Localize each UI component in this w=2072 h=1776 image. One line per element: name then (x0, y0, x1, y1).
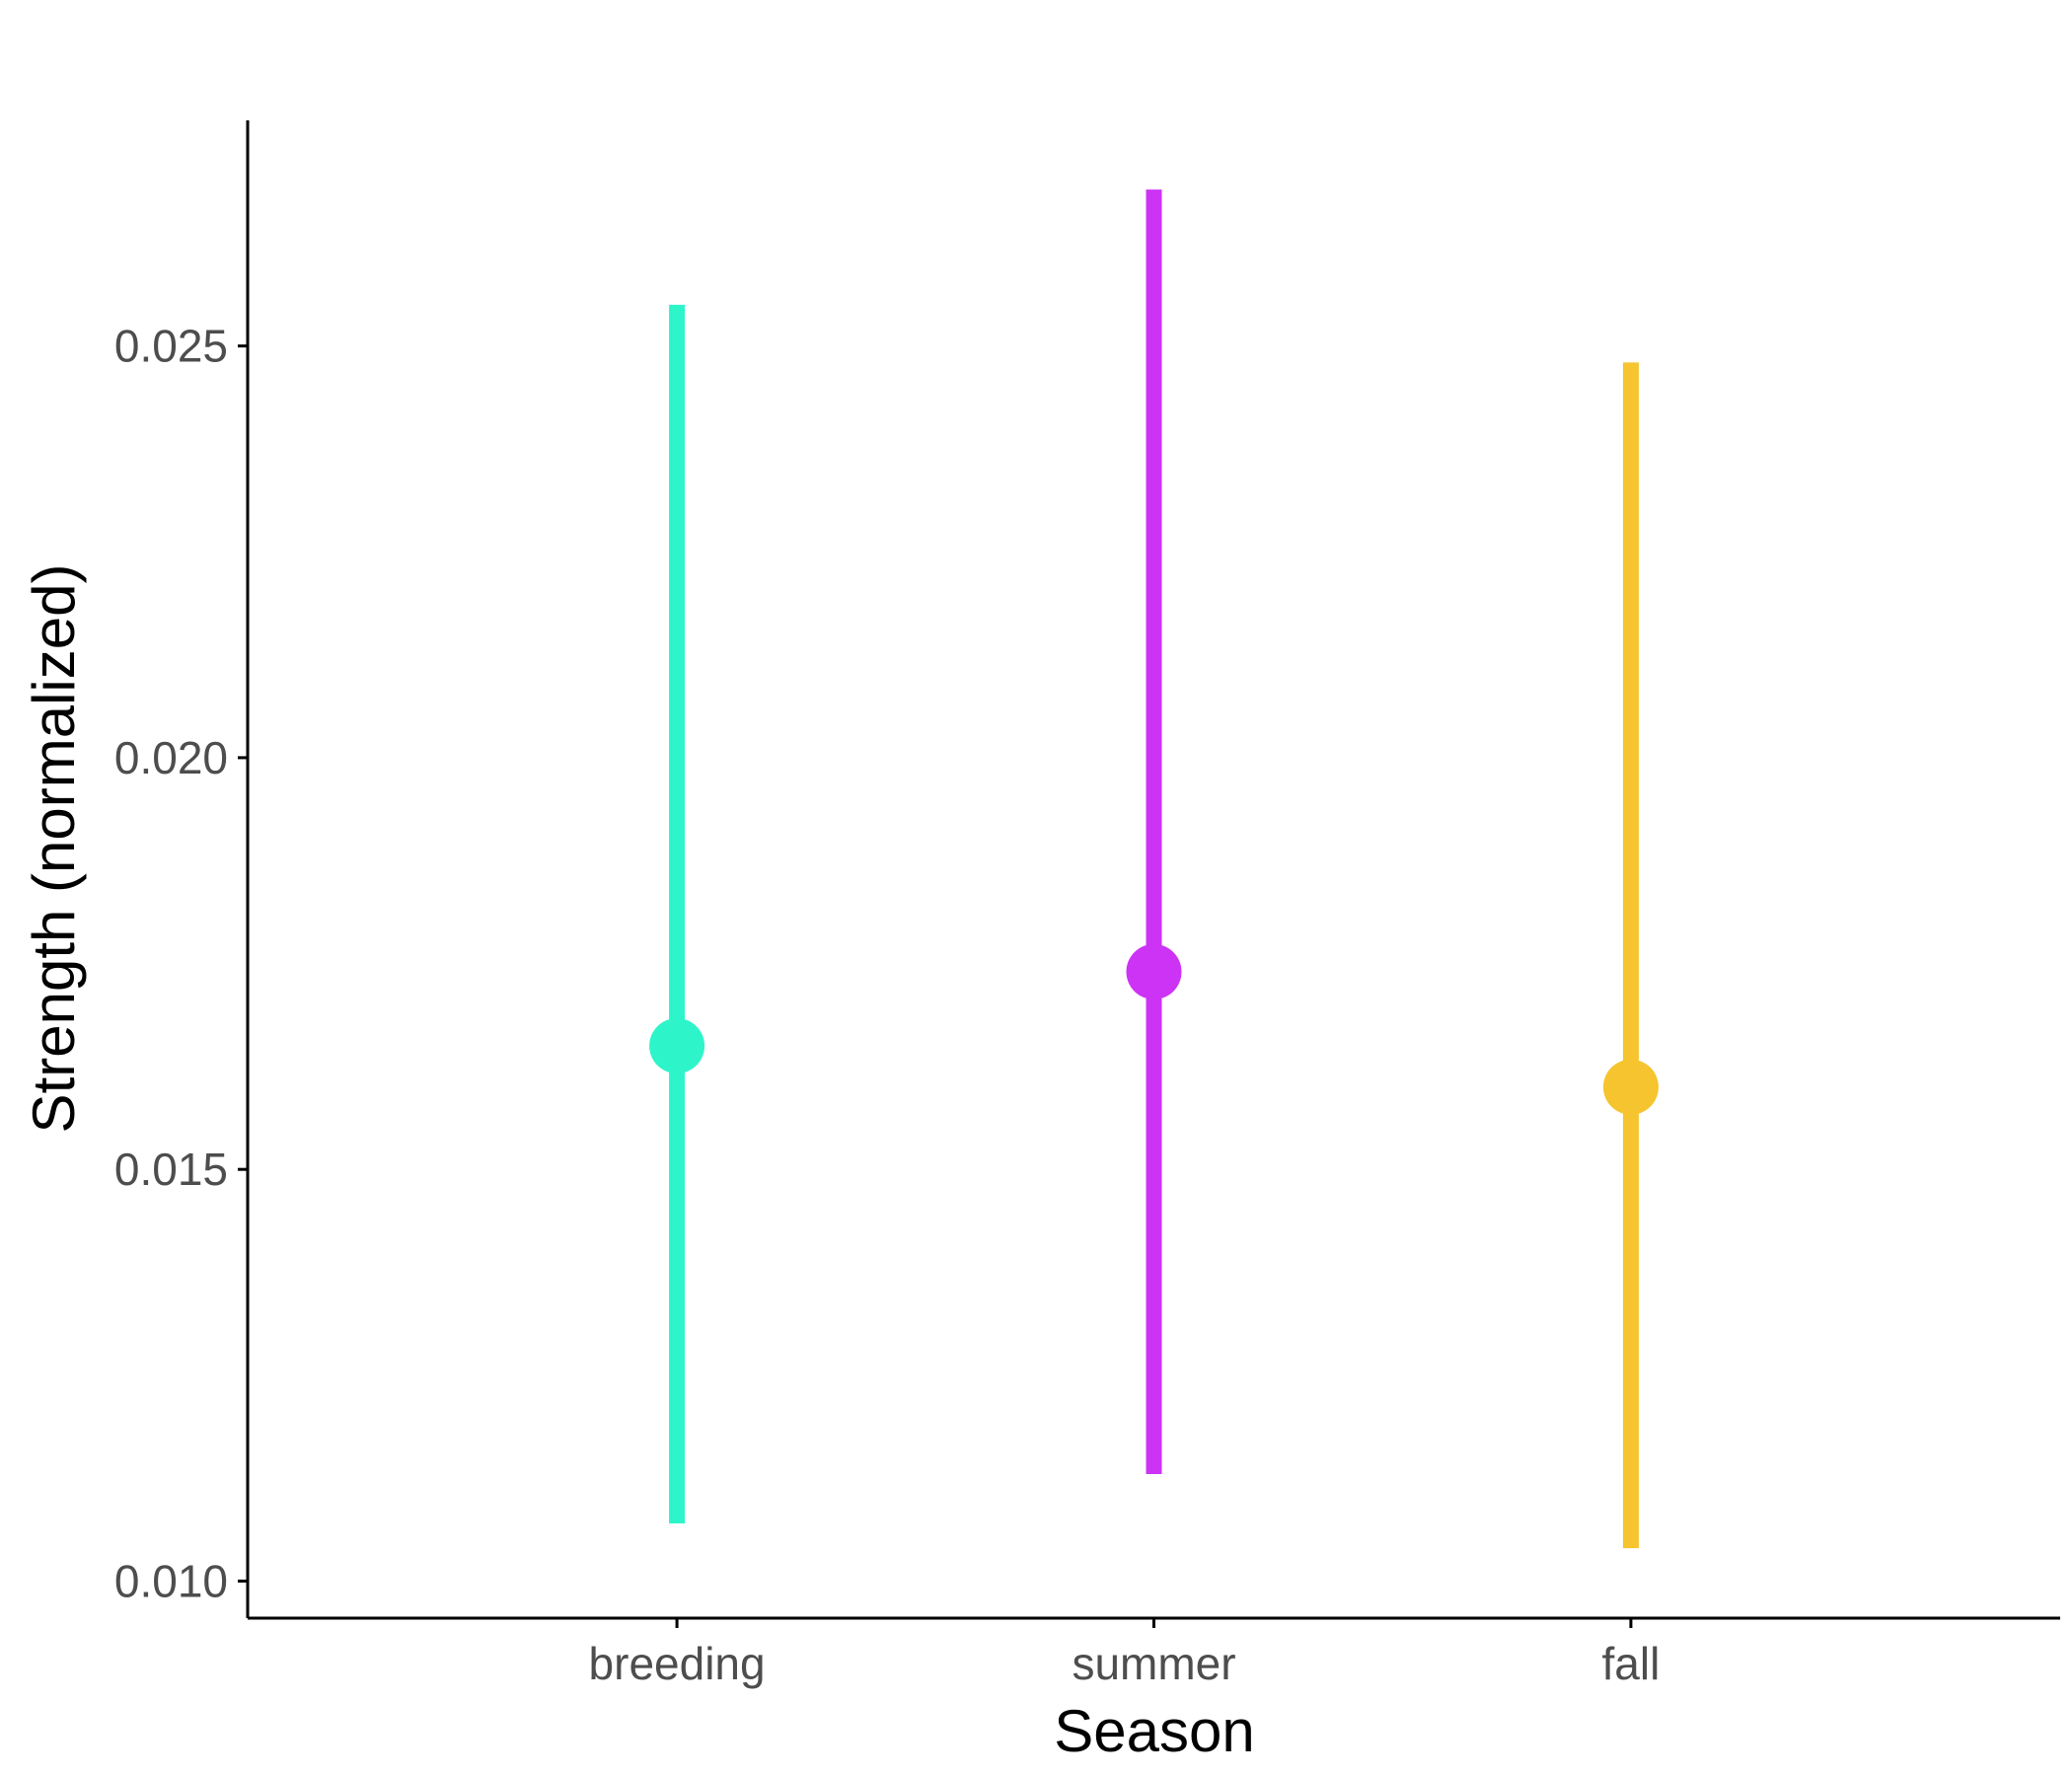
chart-marks (649, 189, 1659, 1549)
y-tick-label: 0.015 (114, 1144, 228, 1195)
x-tick-label: fall (1602, 1638, 1661, 1689)
y-axis-title: Strength (normalized) (21, 564, 87, 1134)
y-tick-label: 0.020 (114, 732, 228, 783)
point-fall (1602, 1059, 1659, 1115)
y-tick-label: 0.010 (114, 1555, 228, 1606)
point-breeding (649, 1018, 705, 1074)
x-axis-title: Season (1054, 1698, 1255, 1764)
chart-axes: 0.010 0.015 0.020 0.025 breeding summer fall (114, 120, 2060, 1689)
x-tick-label: summer (1072, 1638, 1235, 1689)
y-tick-label: 0.025 (114, 321, 228, 372)
x-tick-label: breeding (589, 1638, 766, 1689)
point-summer (1126, 943, 1182, 999)
